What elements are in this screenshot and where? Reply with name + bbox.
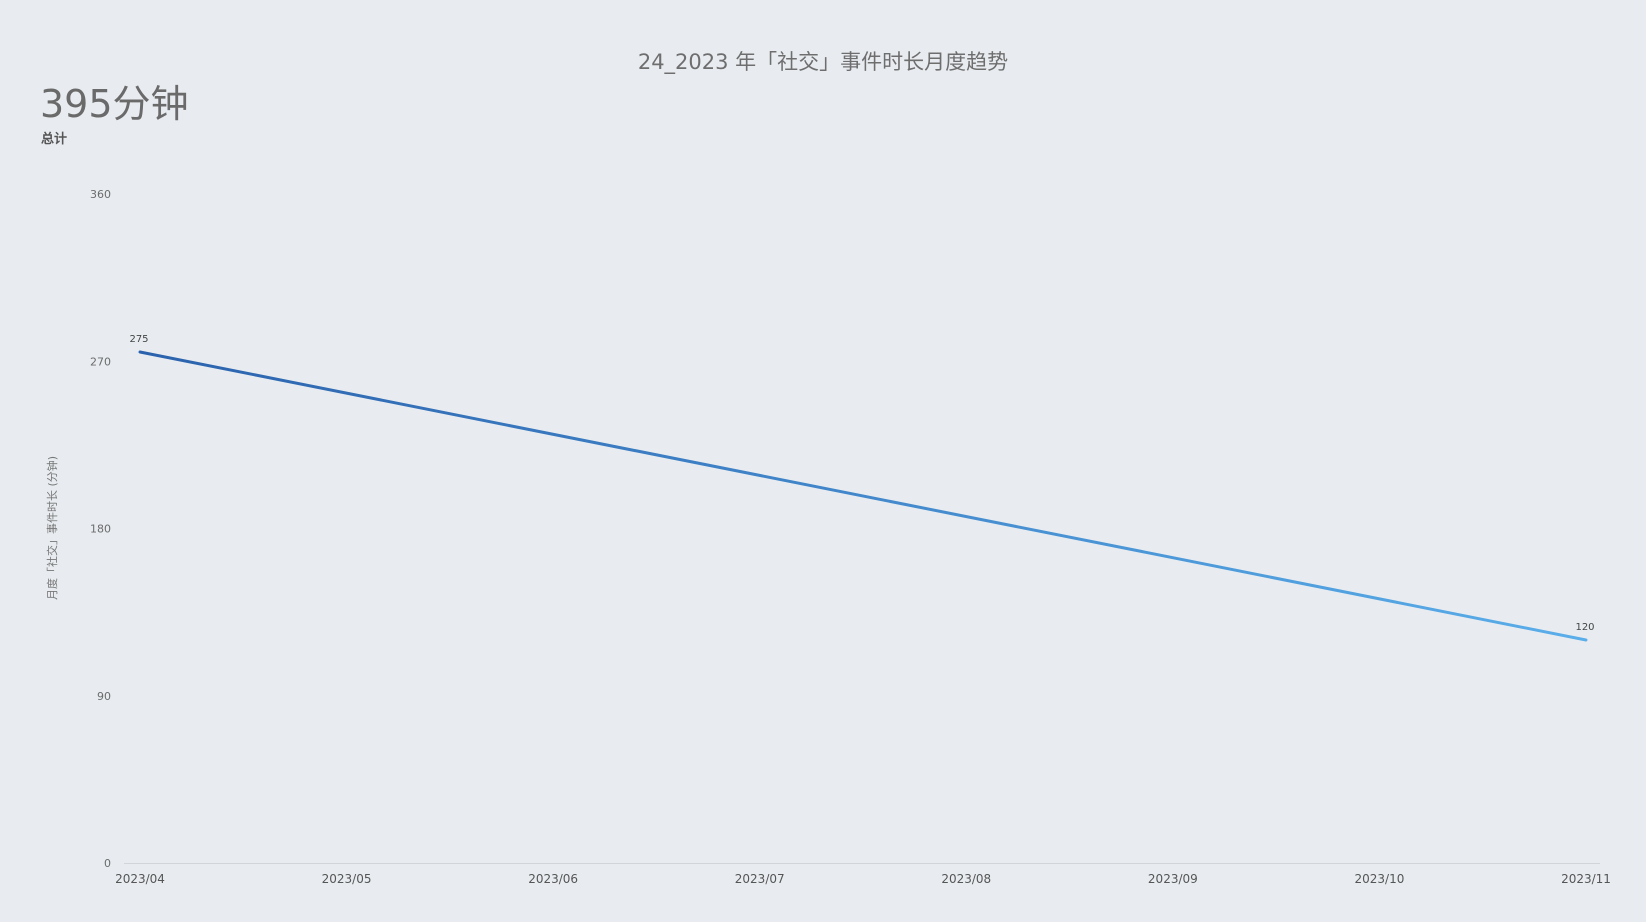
y-tick-label: 360 — [90, 188, 111, 201]
chart-title: 24_2023 年「社交」事件时长月度趋势 — [637, 50, 1009, 74]
x-tick-label: 2023/06 — [528, 872, 578, 886]
x-tick-label: 2023/04 — [115, 872, 165, 886]
total-label: 总计 — [41, 132, 68, 147]
y-tick-label: 0 — [104, 857, 111, 870]
total-value: 395分钟 — [40, 82, 189, 126]
x-tick-label: 2023/07 — [735, 872, 785, 886]
series-line — [138, 350, 1588, 642]
data-label: 120 — [1575, 622, 1594, 633]
x-tick-label: 2023/09 — [1148, 872, 1198, 886]
y-tick-label: 90 — [97, 690, 111, 703]
data-label: 275 — [129, 334, 148, 345]
x-tick-label: 2023/11 — [1561, 872, 1611, 886]
y-tick-label: 180 — [90, 523, 111, 536]
x-tick-label: 2023/05 — [322, 872, 372, 886]
x-tick-label: 2023/10 — [1354, 872, 1404, 886]
x-tick-label: 2023/08 — [941, 872, 991, 886]
y-tick-label: 270 — [90, 355, 111, 368]
